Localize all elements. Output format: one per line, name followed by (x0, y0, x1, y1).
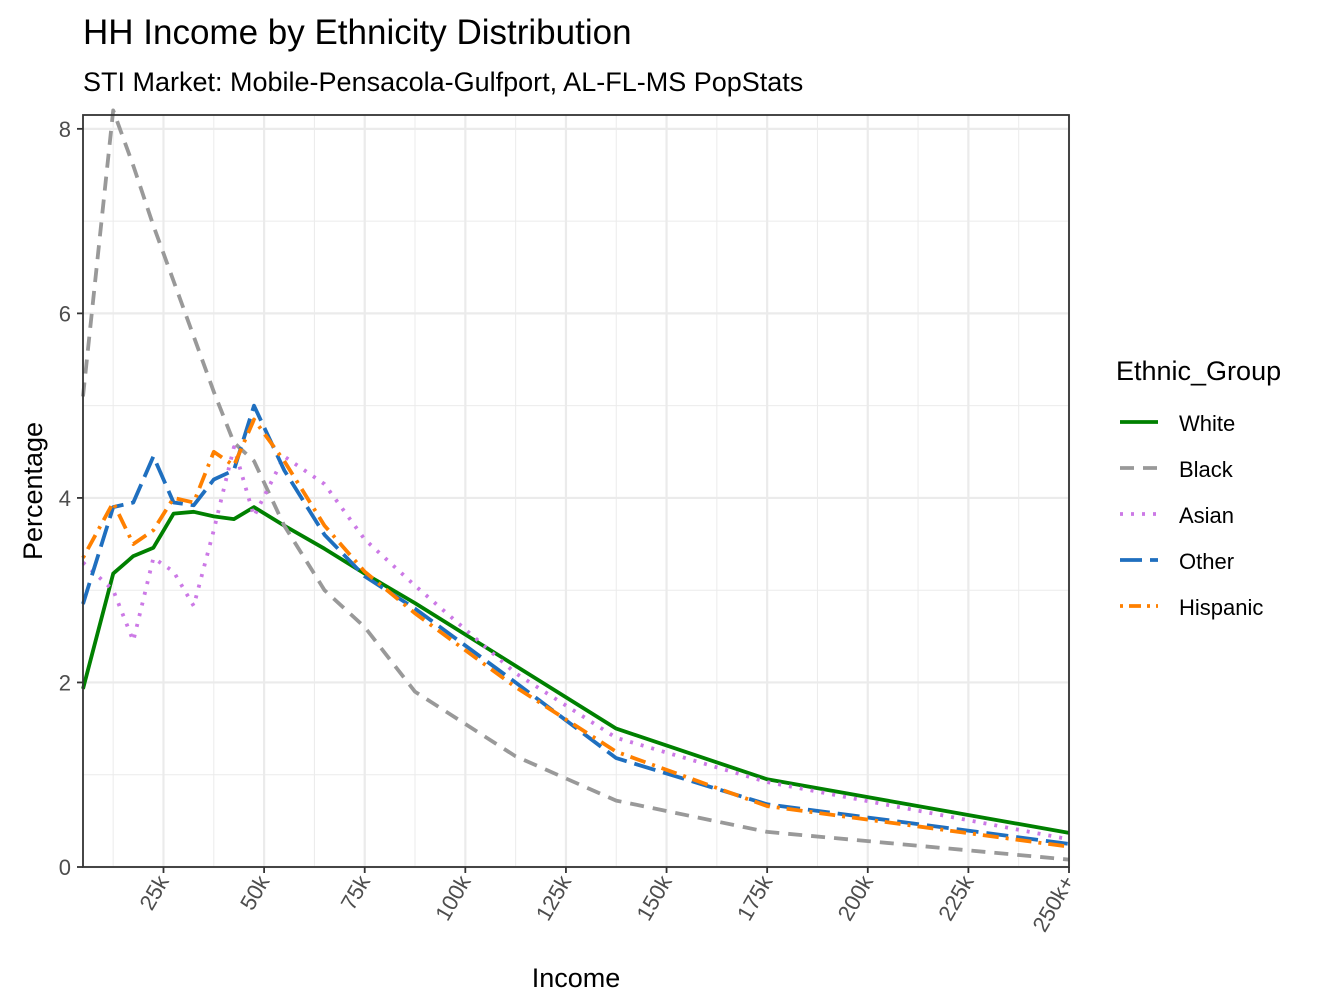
x-tick-label: 200k (833, 870, 879, 925)
series-lines (81, 108, 1070, 862)
x-tick-label: 75k (336, 870, 376, 914)
plot-border (82, 114, 1070, 868)
x-tick-label: 50k (235, 870, 275, 914)
legend-label-white: White (1179, 411, 1235, 436)
x-tick-label: 175k (732, 870, 778, 925)
y-tick-label: 2 (59, 670, 71, 695)
x-axis-title: Income (532, 963, 621, 993)
y-axis: 0 2 4 6 8 (59, 117, 83, 880)
x-tick-label: 150k (631, 870, 677, 925)
y-tick-label: 6 (59, 301, 71, 326)
plot-background (83, 115, 1069, 867)
legend-title: Ethnic_Group (1116, 356, 1281, 386)
series-line-hispanic (81, 417, 1070, 849)
series-line-black (81, 108, 1070, 862)
y-tick-label: 0 (59, 855, 71, 880)
y-tick-label: 4 (59, 486, 71, 511)
minor-grid (83, 115, 1069, 867)
chart-title: HH Income by Ethnicity Distribution (83, 13, 632, 52)
y-tick-label: 8 (59, 117, 71, 142)
legend-label-hispanic: Hispanic (1179, 595, 1263, 620)
legend-label-asian: Asian (1179, 503, 1234, 528)
y-axis-title: Percentage (18, 422, 48, 560)
legend-label-other: Other (1179, 549, 1234, 574)
chart-subtitle: STI Market: Mobile-Pensacola-Gulfport, A… (83, 67, 803, 97)
series-line-white (81, 505, 1070, 835)
x-tick-label: 250k+ (1027, 871, 1079, 936)
x-tick-label: 225k (933, 870, 979, 925)
x-tick-label: 25k (134, 870, 174, 914)
x-axis: 25k 50k 75k 100k 125k 150k 175k 200k 225k 250k+ (134, 867, 1079, 936)
legend-label-black: Black (1179, 457, 1234, 482)
legend: Ethnic_Group White Black Asian Other Hispani… (1116, 356, 1281, 620)
x-tick-label: 100k (430, 870, 476, 925)
x-tick-label: 125k (531, 870, 577, 925)
